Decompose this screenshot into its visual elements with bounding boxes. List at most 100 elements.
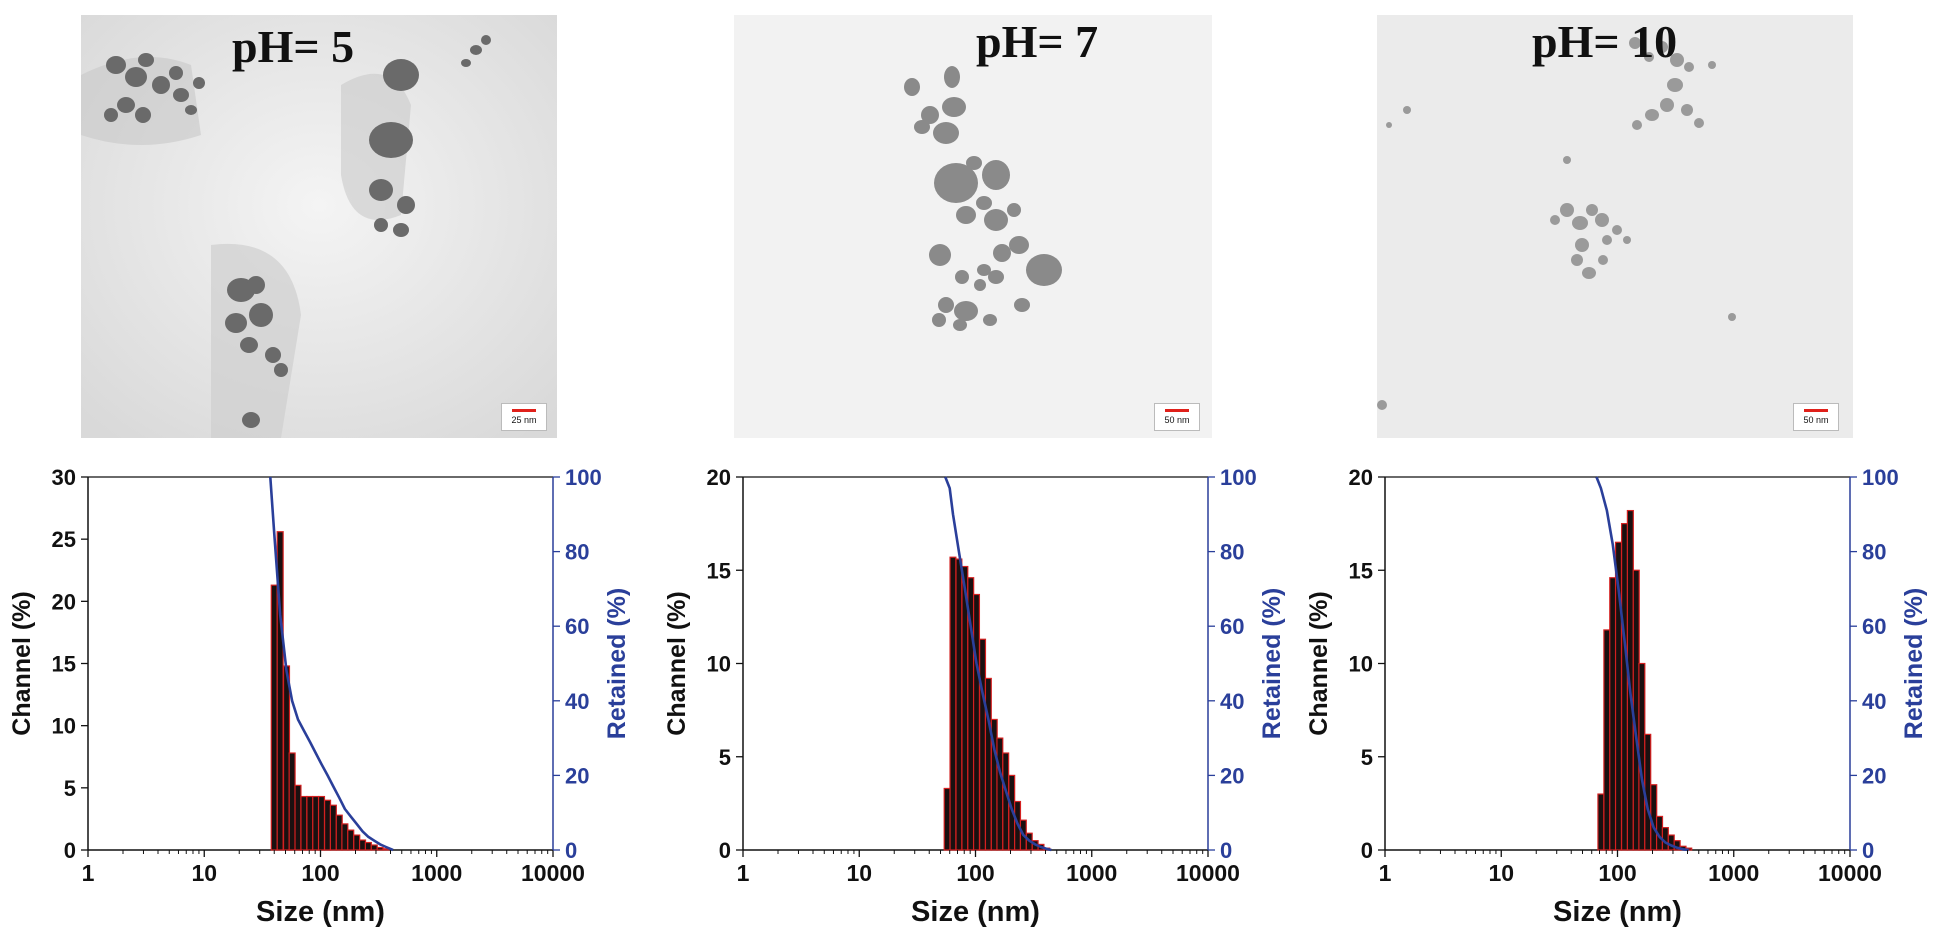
histogram-bar [1620,523,1629,851]
histogram-bar [1597,793,1605,851]
histogram-bar [270,584,278,851]
histogram-bar [329,804,337,851]
histogram-bar [364,841,372,851]
y2-tick-label: 100 [1220,465,1257,490]
y2-tick-label: 40 [1862,689,1886,714]
y-tick-label: 15 [707,558,731,583]
histogram-bar [300,795,308,851]
retained-curve [944,476,1052,852]
scale-bar-label: 25 nm [511,415,537,425]
panel-title-ph7: pH= 7 [976,16,1099,67]
histogram-bar [1002,752,1010,851]
y-tick-label: 0 [719,838,731,863]
tem-image-ph10: 50 nm [1377,15,1853,438]
y2-tick-label: 60 [565,614,589,639]
scale-bar-ph10: 50 nm [1793,403,1839,431]
scale-bar-ph7: 50 nm [1154,403,1200,431]
y2-tick-label: 0 [1862,838,1874,863]
histogram-bar [294,784,302,851]
y2-tick-label: 80 [1220,540,1244,565]
histogram-bar [979,638,987,851]
x-axis-label: Size (nm) [256,896,385,928]
x-axis-label: Size (nm) [1553,896,1682,928]
x-tick-label: 100 [956,860,994,886]
histogram-bar [312,795,320,851]
histogram-bar [949,556,957,851]
panel-title-ph10: pH= 10 [1532,16,1678,67]
tem-image-ph5: 25 nm [81,15,557,438]
x-tick-label: 100 [1598,860,1636,886]
y-tick-label: 20 [707,465,731,490]
y2-axis-label: Retained (%) [603,588,631,739]
y-tick-label: 5 [64,776,76,801]
histogram-bar [955,558,963,851]
tem-particles-ph5 [81,15,557,438]
x-tick-label: 1 [737,860,750,886]
histogram-bar [996,737,1004,851]
y2-tick-label: 0 [565,838,577,863]
scale-bar-label: 50 nm [1803,415,1829,425]
y-axis-label: Channel (%) [1305,591,1333,735]
x-tick-label: 10 [191,860,217,886]
y2-tick-label: 40 [1220,689,1244,714]
histogram-bar [353,834,361,851]
scale-bar-ph5: 25 nm [501,403,547,431]
histogram-bar [358,839,367,851]
y2-tick-label: 60 [1220,614,1244,639]
histogram-bar [341,823,349,851]
y2-axis-label: Retained (%) [1900,588,1928,739]
y-tick-label: 20 [1349,465,1373,490]
x-tick-label: 10000 [1176,860,1240,886]
y2-tick-label: 20 [1220,763,1244,788]
histogram-bar [323,799,332,851]
histogram-bar [1667,834,1675,851]
y-tick-label: 0 [64,838,76,863]
size-distribution-chart-ph10: 1 10 100 1000 1000005101520020406080100Size … [1305,465,1928,928]
x-tick-label: 1 [82,860,95,886]
y2-tick-label: 20 [1862,763,1886,788]
tem-particles-ph10 [1377,15,1853,438]
x-tick-label: 1000 [411,860,462,886]
size-distribution-chart-ph5: 1 10 100 1000 10000051015202530020406080100S… [8,465,631,928]
histogram-bar [943,787,951,851]
y-tick-label: 5 [719,745,731,770]
y2-tick-label: 100 [1862,465,1899,490]
y2-tick-label: 80 [565,540,589,565]
x-tick-label: 1000 [1708,860,1759,886]
y2-tick-label: 80 [1862,540,1886,565]
x-tick-label: 10000 [1818,860,1882,886]
y-axis-label: Channel (%) [663,591,691,735]
retained-curve [1595,476,1689,852]
y-tick-label: 10 [52,714,76,739]
x-axis-label: Size (nm) [911,896,1040,928]
y-tick-label: 5 [1361,745,1373,770]
retained-curve [269,476,394,852]
histogram-bar [347,829,355,851]
histogram-bar [1609,577,1617,851]
y-tick-label: 10 [1349,652,1373,677]
y2-tick-label: 0 [1220,838,1232,863]
y2-tick-label: 60 [1862,614,1886,639]
tem-image-ph7: 50 nm [734,15,1212,438]
histogram-bar [972,593,981,851]
y2-tick-label: 100 [565,465,602,490]
y-tick-label: 20 [52,589,76,614]
y2-tick-label: 40 [565,689,589,714]
histogram-bar [370,844,378,851]
y-tick-label: 30 [52,465,76,490]
y-tick-label: 0 [1361,838,1373,863]
panel-title-ph5: pH= 5 [232,21,355,72]
x-tick-label: 10000 [521,860,585,886]
y2-axis-label: Retained (%) [1258,588,1286,739]
histogram-bar [317,795,326,851]
x-tick-label: 10 [1488,860,1514,886]
y-tick-label: 10 [707,652,731,677]
x-tick-label: 1 [1379,860,1392,886]
x-tick-label: 100 [301,860,339,886]
tem-particles-ph7 [734,15,1212,438]
histogram-bar [288,752,296,851]
histogram-bar [306,795,314,851]
x-tick-label: 1000 [1066,860,1117,886]
size-distribution-chart-ph7: 1 10 100 1000 1000005101520020406080100Size … [663,465,1286,928]
histogram-bar [1603,629,1611,851]
